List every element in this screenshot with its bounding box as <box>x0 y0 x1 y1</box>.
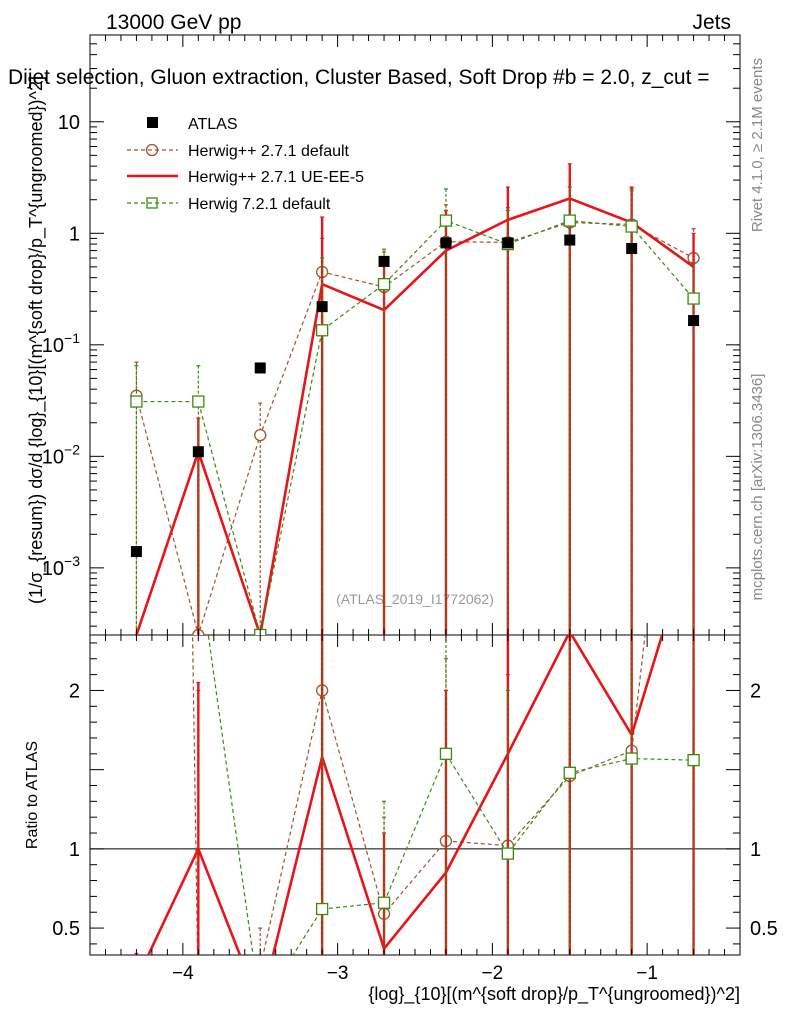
x-axis-label: {log}_{10}[(m^{soft drop}/p_T^{ungroomed… <box>368 984 740 1005</box>
ratio-herwig-7-2-1-default-point-7 <box>563 766 576 779</box>
ratio-herwig-7-2-1-default-line <box>207 635 694 955</box>
ratio-herwig-7-2-1-default-point-6 <box>501 847 515 860</box>
main-y-tick-label-base-1: 10 <box>42 446 64 468</box>
ratio-herwig-2-7-1-default-line <box>191 635 646 955</box>
main-atlas-point-8 <box>626 243 638 255</box>
ratio-herwig-7-2-1-default-point-5 <box>439 747 453 760</box>
main-herwig-7-2-1-default-point-9 <box>687 292 700 305</box>
main-y-tick-label-base-0: 10 <box>42 558 64 580</box>
main-herwig-2-7-1-default-point-2 <box>254 428 267 442</box>
main-panel-marks <box>130 163 700 635</box>
legend: ATLAS Herwig++ 2.7.1 default Herwig++ 2.… <box>127 116 364 213</box>
main-herwig-7-2-1-default-point-3 <box>315 324 329 337</box>
main-y-tick-label-3: 1 <box>69 223 80 245</box>
main-atlas-point-7 <box>564 234 576 246</box>
main-atlas-point-1 <box>192 446 204 458</box>
legend-herwig-default-marker <box>145 143 159 157</box>
legend-herwig7-label: Herwig 7.2.1 default <box>188 196 331 213</box>
main-herwig-2-7-1-default-line <box>135 221 694 635</box>
main-y-tick-label-exp-1: −2 <box>64 441 80 457</box>
ratio-herwig-7-2-1-default-point-8 <box>625 752 638 765</box>
legend-atlas-marker <box>147 117 158 128</box>
main-herwig-7-2-1-default-point-5 <box>439 214 453 227</box>
ratio-herwig-2-7-1-ue-ee-5-line <box>146 635 664 955</box>
main-atlas-point-0 <box>130 546 142 558</box>
header-left: 13000 GeV pp <box>106 11 241 34</box>
main-atlas-point-4 <box>378 255 390 267</box>
x-tick-label-2: −2 <box>482 963 504 984</box>
legend-herwig7-marker <box>146 197 158 209</box>
main-atlas-point-2 <box>254 362 266 374</box>
ratio-ylabel: Ratio to ATLAS <box>24 741 41 849</box>
plot-title: Dijet selection, Gluon extraction, Clust… <box>8 66 710 89</box>
main-herwig-7-2-1-default-point-7 <box>563 214 576 227</box>
ratio-herwig-7-2-1-default-point-9 <box>687 753 700 767</box>
main-y-tick-label-exp-0: −3 <box>64 553 80 569</box>
main-y-tick-label-0: 10−3 <box>42 553 80 580</box>
ratio-y-tick-label-right-2: 2 <box>750 680 761 702</box>
main-herwig-7-2-1-default-point-8 <box>625 220 638 233</box>
main-herwig-7-2-1-default-line <box>136 219 695 635</box>
header-right: Jets <box>692 11 731 34</box>
main-y-tick-label-exp-2: −1 <box>64 330 80 346</box>
main-ylabel: (1/σ_{resum}) dσ/d {log}_{10}[(m^{soft d… <box>26 76 47 604</box>
main-y-tick-label-base-2: 10 <box>42 335 64 357</box>
main-atlas-point-5 <box>440 237 452 249</box>
rivet-label: Rivet 4.1.0, ≥ 2.1M events <box>749 58 766 232</box>
main-herwig-7-2-1-default-point-4 <box>377 277 391 291</box>
ratio-y-tick-label-left-2: 2 <box>69 680 80 702</box>
mcplots-label: mcplots.cern.ch [arXiv:1306.3436] <box>749 374 766 601</box>
ratio-y-tick-label-left-1: 1 <box>69 839 80 861</box>
main-y-tick-label-4: 10 <box>58 112 80 134</box>
ratio-panel-frame <box>89 634 741 956</box>
main-herwig-7-2-1-default-point-0 <box>130 395 143 408</box>
main-herwig-7-2-1-default-point-1 <box>192 395 205 408</box>
main-atlas-point-6 <box>502 237 514 249</box>
legend-atlas-label: ATLAS <box>188 116 238 133</box>
main-atlas-point-9 <box>688 315 700 327</box>
legend-herwig-default-label: Herwig++ 2.7.1 default <box>188 143 350 160</box>
main-atlas-point-3 <box>316 301 328 313</box>
ratio-panel-marks <box>90 635 740 955</box>
legend-herwig-ueee5-label: Herwig++ 2.7.1 UE-EE-5 <box>188 169 364 186</box>
main-y-tick-label-1: 10−2 <box>42 441 80 468</box>
x-tick-label-0: −4 <box>172 963 194 984</box>
ratio-y-tick-label-left-0: 0.5 <box>52 918 80 940</box>
ratio-y-tick-label-right-1: 1 <box>750 839 761 861</box>
main-herwig-2-7-1-ue-ee-5-line <box>135 197 695 635</box>
x-tick-label-1: −3 <box>327 963 349 984</box>
ratio-herwig-7-2-1-default-point-3 <box>315 902 329 916</box>
x-tick-label-3: −1 <box>636 963 658 984</box>
analysis-watermark: (ATLAS_2019_I1772062) <box>336 591 494 607</box>
ratio-y-tick-label-right-0: 0.5 <box>750 918 778 940</box>
main-y-tick-label-2: 10−1 <box>42 330 80 357</box>
ratio-herwig-7-2-1-default-point-4 <box>377 896 391 909</box>
